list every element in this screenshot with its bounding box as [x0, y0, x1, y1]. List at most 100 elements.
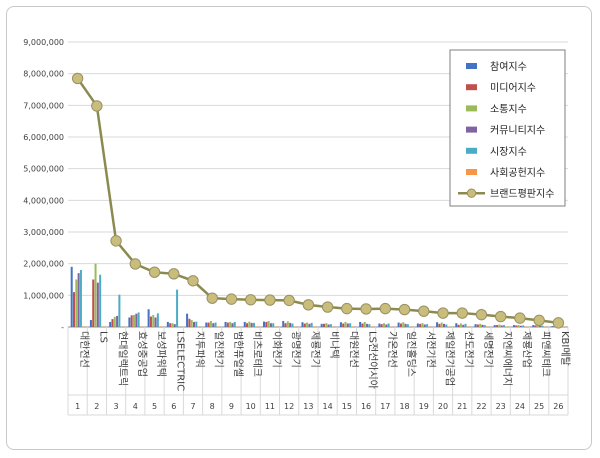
brand-index-point	[552, 317, 565, 329]
x-category-label: 이화전기	[270, 331, 282, 368]
bar-6-21	[466, 326, 469, 327]
bar-4-5	[154, 317, 157, 327]
bar-3-20	[440, 322, 443, 327]
bar-6-23	[505, 326, 508, 327]
x-axis: 대한전선 1 LS 2 현대일렉트릭 3 효성중공업 4 보성파워텍 5 LSELECTRIC 6 지투…	[67, 327, 572, 416]
bar-3-17	[383, 323, 386, 327]
legend-swatch	[466, 169, 477, 175]
x-category-label: LS	[97, 331, 108, 343]
x-category-label: 일진전기	[213, 331, 225, 368]
x-rank-label: 13	[303, 402, 313, 411]
bar-1-9	[224, 321, 227, 327]
x-rank-label: 19	[419, 402, 429, 411]
bar-3-24	[517, 325, 520, 327]
bar-2-14	[323, 323, 326, 327]
brand-index-point	[225, 293, 238, 305]
bar-1-2	[89, 320, 92, 327]
legend-label: 브랜드평판지수	[490, 188, 554, 200]
bar-1-19	[416, 323, 419, 327]
bar-1-13	[301, 322, 304, 327]
bar-1-15	[339, 322, 342, 327]
brand-index-point	[475, 308, 488, 321]
legend-swatch	[466, 105, 477, 112]
bar-5-15	[349, 323, 352, 327]
bar-5-14	[329, 324, 332, 327]
bar-5-18	[406, 324, 409, 327]
bar-4-19	[423, 324, 426, 327]
bar-1-24	[513, 325, 516, 327]
y-axis: - 1,000,000 2,000,000 3,000,000 4,000,000 5,0…	[23, 38, 64, 332]
bar-1-7	[186, 313, 189, 327]
x-rank-label: 16	[361, 402, 371, 411]
y-tick-label: 1,000,000	[23, 291, 64, 300]
bar-5-5	[156, 313, 159, 327]
brand-index-point	[91, 100, 103, 112]
bar-3-12	[286, 321, 289, 327]
bar-4-25	[539, 325, 542, 327]
x-category-label: 제룡산업	[520, 331, 533, 368]
bar-5-12	[291, 323, 294, 327]
x-category-label: LS전선아시아	[367, 331, 379, 389]
x-rank-label: 22	[476, 402, 486, 411]
bar-2-3	[111, 319, 114, 327]
bar-6-20	[447, 326, 450, 327]
bar-2-4	[130, 315, 133, 327]
x-category-label: 지엔씨에너지	[501, 331, 513, 386]
bar-3-7	[190, 320, 193, 327]
bar-1-3	[109, 321, 112, 327]
brand-index-point	[341, 302, 353, 315]
x-rank-label: 26	[553, 402, 563, 411]
y-tick-label: 7,000,000	[23, 101, 64, 110]
x-rank-label: 11	[265, 402, 275, 411]
bar-2-22	[476, 324, 479, 327]
y-tick-label: 9,000,000	[23, 38, 64, 47]
legend-label: 커뮤니티지수	[490, 125, 545, 137]
x-rank-label: 2	[94, 402, 99, 411]
bar-6-22	[486, 326, 489, 327]
brand-index-point	[533, 314, 545, 327]
x-rank-label: 7	[190, 402, 195, 411]
x-category-label: KBI메탈	[559, 331, 572, 366]
bar-3-4	[133, 314, 136, 327]
x-rank-label: 9	[229, 402, 234, 411]
bar-6-17	[389, 326, 392, 327]
y-tick-label: -	[61, 323, 64, 332]
legend-label: 사회공헌지수	[490, 167, 545, 179]
bar-4-17	[385, 324, 388, 327]
x-category-label: 가온전선	[386, 331, 398, 368]
x-category-label: 보성파워텍	[155, 331, 168, 377]
bar-5-10	[253, 322, 256, 327]
x-rank-label: 1	[75, 402, 80, 411]
bar-1-11	[263, 321, 266, 327]
bar-1-10	[243, 321, 246, 327]
bar-4-11	[269, 323, 272, 327]
legend-swatch	[466, 147, 477, 154]
bar-3-1	[75, 279, 78, 327]
brand-index-point	[514, 312, 526, 324]
bar-2-9	[226, 322, 229, 327]
x-category-label: 제일전기공업	[444, 331, 457, 386]
bar-6-26	[563, 326, 566, 327]
bar-1-8	[205, 322, 208, 327]
bar-6-12	[293, 326, 296, 327]
y-tick-label: 4,000,000	[23, 196, 64, 205]
brand-index-point	[437, 307, 449, 319]
brand-index-point	[206, 292, 218, 304]
bar-4-9	[231, 323, 234, 327]
x-category-label: 현대일렉트릭	[117, 331, 129, 386]
bar-2-21	[457, 324, 460, 327]
brand-index-point	[456, 307, 468, 319]
bar-5-25	[541, 325, 544, 327]
bar-1-18	[397, 322, 400, 327]
x-rank-label: 15	[342, 402, 352, 411]
bar-1-21	[455, 323, 458, 327]
bar-3-22	[479, 323, 482, 327]
bar-4-18	[404, 323, 407, 327]
brand-index-point	[244, 294, 257, 306]
x-rank-label: 12	[284, 402, 294, 411]
bar-6-25	[543, 326, 546, 327]
bar-3-19	[421, 323, 424, 327]
bar-6-24	[524, 326, 527, 327]
bar-3-23	[498, 324, 501, 327]
bar-4-15	[346, 323, 349, 327]
